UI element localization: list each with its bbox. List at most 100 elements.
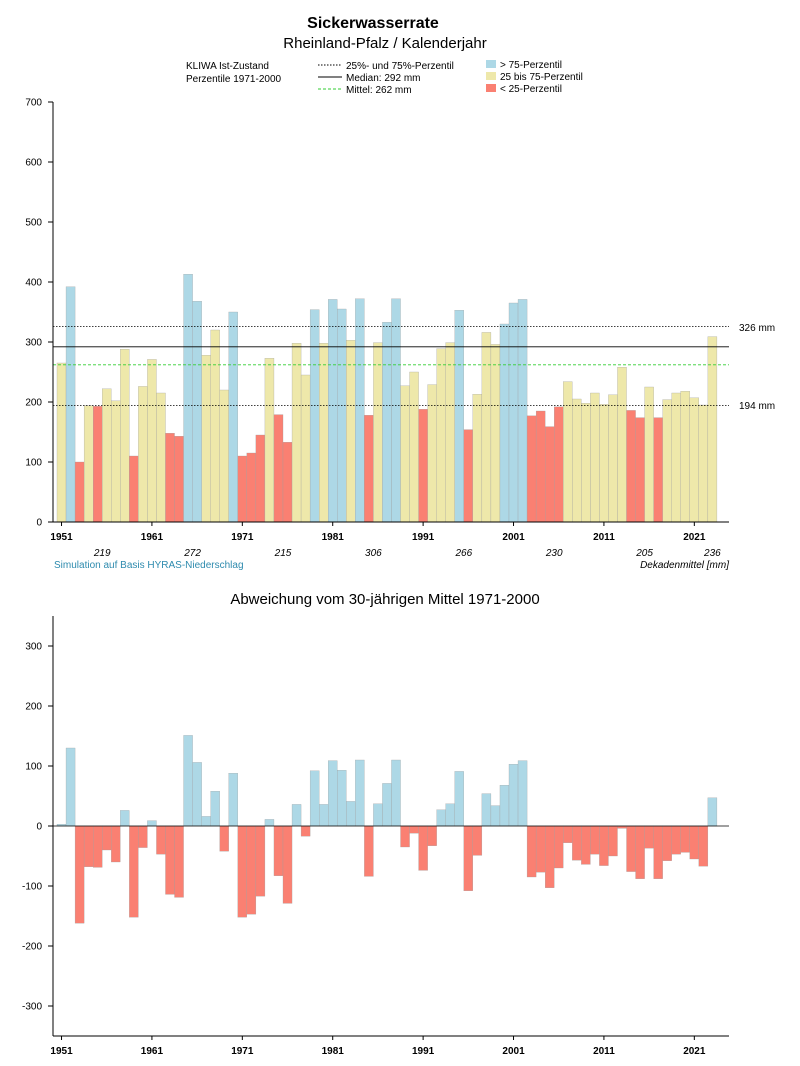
deviation-bar-1991 (418, 825, 428, 871)
bar-1960 (138, 386, 148, 523)
bottom-x-tick-label: 1971 (231, 1046, 254, 1057)
top-y-tick-label: 400 (25, 278, 42, 289)
bar-1968 (210, 329, 220, 523)
deviation-bar-1960 (138, 825, 148, 848)
top-x-tick-label: 1971 (231, 532, 254, 543)
bottom-y-axis: -300 -200 -100 0 100 200 300 (22, 616, 54, 1036)
deviation-bar-2018 (662, 825, 672, 861)
bar-2013 (617, 367, 627, 523)
top-y-tick-label: 300 (25, 338, 42, 349)
legend-above-p75-label: > 75-Perzentil (500, 60, 562, 71)
bar-1962 (156, 392, 166, 523)
bottom-x-tick-label: 2001 (502, 1046, 525, 1057)
bottom-bars (56, 735, 718, 924)
bar-2003 (526, 415, 537, 523)
bar-1981 (328, 299, 338, 523)
bar-1984 (355, 298, 365, 523)
bar-2004 (535, 410, 546, 523)
legend-below-p25-swatch (486, 84, 496, 92)
bar-2008 (572, 398, 582, 523)
top-y-tick-label: 600 (25, 158, 42, 169)
deviation-bar-1968 (210, 791, 220, 827)
bar-1986 (373, 342, 383, 523)
top-y-axis: 0 100 200 300 400 500 600 700 (25, 98, 54, 529)
bar-1979 (309, 309, 320, 523)
bar-1978 (300, 374, 311, 523)
p25-reference-label: 194 mm (739, 401, 775, 412)
top-x-tick-label: 1951 (50, 532, 73, 543)
p75-reference-label: 326 mm (739, 323, 775, 334)
deviation-bar-1984 (355, 759, 365, 827)
deviation-bar-1961 (147, 820, 157, 827)
bottom-y-tick-label: 0 (36, 822, 42, 833)
deviation-bar-1998 (481, 793, 492, 827)
deviation-bar-2011 (599, 825, 609, 866)
deviation-bar-2003 (526, 825, 537, 878)
decade-mean-value: 236 (703, 548, 721, 559)
bar-2006 (554, 406, 564, 523)
top-x-axis: 1951 1961 1971 1981 1991 2001 2011 2021 (50, 521, 729, 543)
deviation-bar-1964 (174, 825, 184, 898)
bar-2022 (698, 404, 709, 523)
bar-2002 (517, 299, 528, 523)
deviation-bar-1976 (282, 825, 293, 904)
deviation-bar-2012 (608, 825, 618, 857)
deviation-bar-1974 (264, 819, 275, 827)
bar-2009 (581, 403, 591, 523)
bottom-y-tick-label: -300 (22, 1002, 42, 1013)
top-x-tick-label: 1991 (412, 532, 435, 543)
bar-1969 (219, 389, 229, 523)
top-x-tick-label: 1981 (322, 532, 345, 543)
deviation-bar-2008 (572, 825, 582, 861)
bar-1988 (391, 298, 401, 523)
bar-1995 (454, 310, 464, 523)
bar-1963 (165, 433, 175, 523)
bar-1957 (111, 400, 121, 523)
deviation-bar-1953 (74, 825, 85, 924)
decade-means: 219 272 215 306 266 230 205 236 (93, 548, 721, 559)
bar-2005 (545, 426, 555, 523)
bar-1999 (490, 344, 501, 523)
deviation-bar-1990 (409, 825, 419, 834)
bar-1967 (201, 355, 211, 523)
deviation-bar-2015 (635, 825, 645, 879)
bar-1973 (255, 434, 266, 523)
bar-2016 (644, 386, 654, 523)
bar-1998 (481, 332, 492, 523)
bar-1989 (400, 385, 410, 523)
deviation-bar-1965 (183, 735, 193, 827)
bar-2017 (653, 417, 663, 523)
source-note: Simulation auf Basis HYRAS-Niederschlag (54, 560, 244, 571)
bar-1966 (192, 301, 202, 523)
bottom-y-tick-label: -200 (22, 942, 42, 953)
bar-2019 (671, 392, 681, 523)
top-y-tick-label: 500 (25, 218, 42, 229)
bar-1956 (102, 388, 112, 523)
deviation-bar-1963 (165, 825, 175, 895)
deviation-bar-2017 (653, 825, 663, 879)
deviation-bar-1952 (65, 747, 76, 827)
bar-2021 (689, 397, 699, 523)
top-x-tick-label: 1961 (141, 532, 164, 543)
deviation-bar-2021 (689, 825, 699, 860)
deviation-bar-1989 (400, 825, 410, 848)
deviation-bar-1957 (111, 825, 121, 863)
deviation-bar-2019 (671, 825, 681, 855)
deviation-bar-1985 (364, 825, 374, 877)
decade-mean-value: 219 (93, 548, 111, 559)
bottom-x-axis: 1951 1961 1971 1981 1991 2001 2011 2021 (50, 1035, 729, 1057)
top-y-tick-label: 100 (25, 458, 42, 469)
bar-2010 (590, 392, 600, 523)
decade-mean-value: 306 (365, 548, 382, 559)
deviation-bar-1966 (192, 762, 202, 827)
bar-2014 (626, 410, 636, 523)
top-x-tick-label: 2011 (593, 532, 615, 543)
deviation-bar-1999 (490, 805, 501, 827)
deviation-bar-2004 (535, 825, 546, 873)
decade-mean-label: Dekadenmittel [mm] (640, 560, 729, 571)
bar-1987 (382, 322, 392, 523)
bar-1990 (409, 371, 419, 523)
deviation-bar-1986 (373, 803, 383, 827)
